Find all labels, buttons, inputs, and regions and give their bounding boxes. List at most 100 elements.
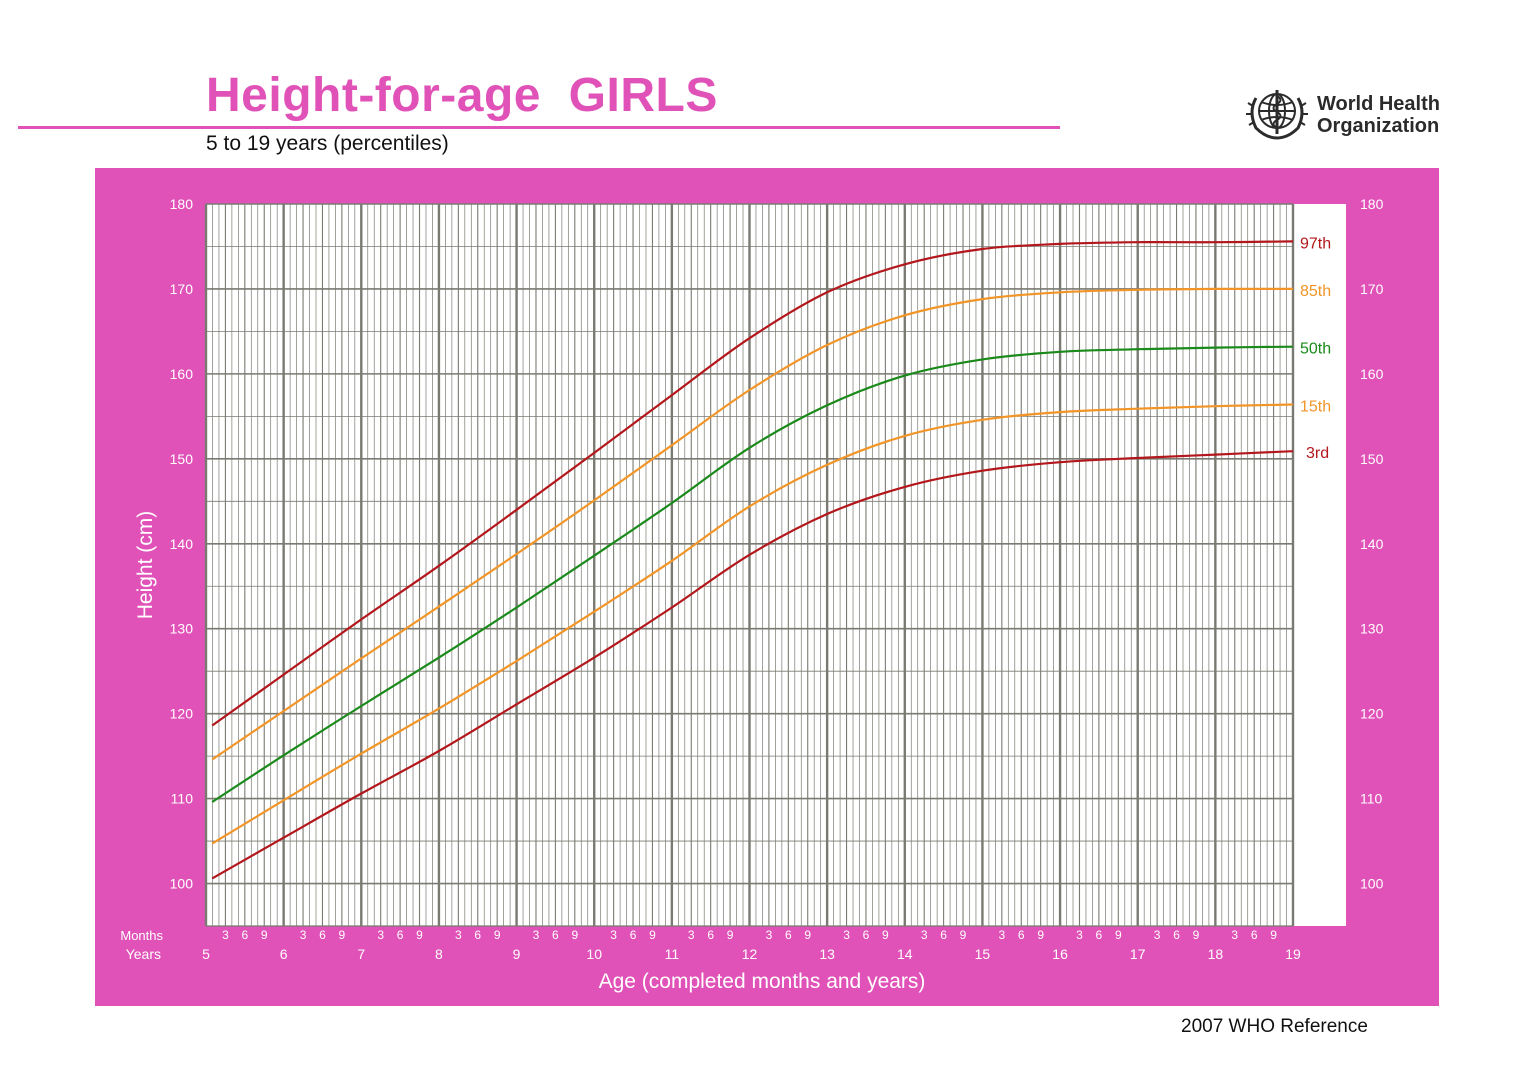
x-tick-month-label: 6	[863, 928, 870, 942]
x-tick-month-label: 6	[1018, 928, 1025, 942]
x-tick-year-label: 6	[280, 946, 288, 962]
x-tick-month-label: 9	[571, 928, 578, 942]
x-tick-month-label: 6	[1251, 928, 1258, 942]
x-tick-month-label: 6	[241, 928, 248, 942]
chart-title: Height-for-age GIRLS	[206, 69, 718, 122]
x-tick-month-label: 3	[1231, 928, 1238, 942]
percentile-label-50th: 50th	[1300, 341, 1331, 358]
x-tick-month-label: 3	[300, 928, 307, 942]
x-tick-year-label: 11	[665, 946, 680, 962]
title-underline	[18, 126, 1060, 129]
x-tick-year-label: 17	[1130, 946, 1146, 962]
percentile-line-97th	[211, 240, 1294, 727]
x-tick-year-label: 13	[819, 946, 835, 962]
percentile-line-50th	[211, 345, 1294, 803]
x-tick-month-label: 3	[377, 928, 384, 942]
x-tick-month-label: 3	[766, 928, 773, 942]
chart-subtitle: 5 to 19 years (percentiles)	[206, 132, 449, 155]
x-tick-year-label: 14	[897, 946, 913, 962]
x-tick-month-label: 9	[804, 928, 811, 942]
percentile-line-3rd	[211, 450, 1294, 880]
x-tick-month-label: 9	[339, 928, 346, 942]
x-tick-month-label: 3	[610, 928, 617, 942]
percentile-label-15th: 15th	[1300, 398, 1331, 415]
y-tick-label-left: 110	[171, 791, 194, 807]
x-tick-month-label: 6	[1096, 928, 1103, 942]
percentile-curves	[211, 240, 1294, 880]
x-tick-year-label: 12	[742, 946, 758, 962]
x-tick-year-label: 9	[513, 946, 521, 962]
x-tick-month-label: 6	[785, 928, 792, 942]
x-tick-month-label: 3	[998, 928, 1005, 942]
y-tick-label-left: 120	[170, 706, 194, 722]
x-tick-month-label: 9	[261, 928, 268, 942]
x-tick-year-label: 18	[1208, 946, 1224, 962]
x-tick-month-label: 3	[1076, 928, 1083, 942]
percentile-line-15th	[211, 403, 1294, 845]
years-row-label: Years	[126, 946, 161, 962]
reference-note: 2007 WHO Reference	[1181, 1016, 1368, 1037]
x-tick-year-label: 16	[1052, 946, 1068, 962]
x-tick-month-label: 3	[222, 928, 229, 942]
y-tick-label-right: 160	[1360, 366, 1384, 382]
y-tick-label-right: 150	[1360, 451, 1384, 467]
x-axis-title: Age (completed months and years)	[599, 970, 926, 993]
percentile-line-85th	[211, 287, 1294, 761]
x-tick-month-label: 9	[1115, 928, 1122, 942]
x-tick-month-label: 6	[707, 928, 714, 942]
x-tick-month-label: 9	[494, 928, 501, 942]
y-tick-label-left: 170	[170, 281, 194, 297]
x-tick-month-label: 6	[552, 928, 559, 942]
y-tick-label-right: 180	[1360, 196, 1384, 212]
y-tick-label-left: 140	[170, 536, 194, 552]
x-tick-month-label: 6	[1173, 928, 1180, 942]
y-tick-label-left: 150	[170, 451, 194, 467]
who-emblem-icon	[1246, 90, 1308, 140]
percentile-label-3rd: 3rd	[1306, 445, 1329, 462]
y-tick-label-left: 180	[170, 196, 194, 212]
x-tick-year-label: 5	[202, 946, 210, 962]
x-tick-year-label: 15	[975, 946, 991, 962]
y-tick-label-right: 130	[1360, 621, 1384, 637]
x-tick-month-label: 9	[1270, 928, 1277, 942]
x-tick-month-label: 9	[1037, 928, 1044, 942]
x-tick-month-label: 6	[940, 928, 947, 942]
x-tick-month-label: 9	[416, 928, 423, 942]
who-wordmark-line1: World Health	[1317, 93, 1440, 115]
x-tick-month-label: 9	[727, 928, 734, 942]
y-tick-label-right: 110	[1360, 791, 1383, 807]
axis-labels: 100 100 110 110 120 120 130 130 140 140 150 150 160 1…	[170, 196, 1384, 962]
x-tick-month-label: 6	[397, 928, 404, 942]
x-tick-month-label: 3	[455, 928, 462, 942]
x-tick-month-label: 6	[474, 928, 481, 942]
x-tick-month-label: 9	[960, 928, 967, 942]
x-tick-month-label: 9	[1193, 928, 1200, 942]
who-wordmark: World Health Organization	[1317, 93, 1440, 137]
who-wordmark-line2: Organization	[1317, 115, 1440, 137]
grid-lines	[204, 203, 1295, 927]
x-tick-month-label: 3	[533, 928, 540, 942]
right-axis-strip	[1293, 204, 1346, 926]
x-tick-month-label: 3	[843, 928, 850, 942]
percentile-label-97th: 97th	[1300, 235, 1331, 252]
y-tick-label-left: 100	[170, 876, 194, 892]
x-tick-month-label: 9	[649, 928, 656, 942]
y-tick-label-right: 140	[1360, 536, 1384, 552]
y-tick-label-left: 160	[170, 366, 194, 382]
y-axis-title: Height (cm)	[134, 511, 157, 620]
percentile-label-85th: 85th	[1300, 283, 1331, 300]
x-tick-year-label: 8	[435, 946, 443, 962]
y-tick-label-right: 120	[1360, 706, 1384, 722]
x-tick-year-label: 19	[1285, 946, 1301, 962]
x-tick-month-label: 3	[1154, 928, 1161, 942]
x-tick-year-label: 7	[357, 946, 365, 962]
y-tick-label-left: 130	[170, 621, 194, 637]
x-tick-month-label: 6	[630, 928, 637, 942]
x-tick-year-label: 10	[586, 946, 602, 962]
x-tick-month-label: 3	[688, 928, 695, 942]
months-row-label: Months	[120, 928, 163, 943]
x-tick-month-label: 6	[319, 928, 326, 942]
x-tick-month-label: 3	[921, 928, 928, 942]
y-tick-label-right: 100	[1360, 876, 1384, 892]
